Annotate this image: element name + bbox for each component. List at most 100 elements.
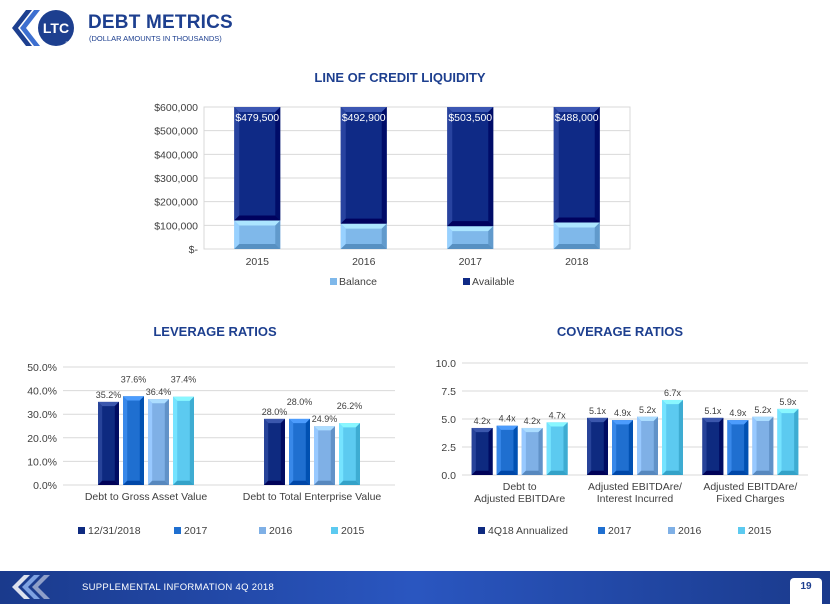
credit-bar-balance-bevel-top [234,220,281,226]
leverage-legend-label: 12/31/2018 [88,525,141,537]
leverage-y-tick-label: 30.0% [27,409,57,421]
leverage-bar-bevel-left [173,396,178,485]
leverage-y-tick-label: 10.0% [27,456,57,468]
credit-y-tick-label: $500,000 [154,126,198,138]
credit-x-tick-label: 2018 [565,256,589,268]
leverage-chart: 0.0% 10.0% 20.0% 30.0% 40.0% 50.0% 35.2% 37.6% 3… [27,362,395,537]
credit-bar-available-bevel-bottom [553,217,600,223]
credit-bar-available-bevel-left [447,107,453,227]
coverage-bar-bevel-left [702,417,707,475]
leverage-bar-bevel-left [339,423,344,485]
coverage-bar-bevel-right [769,416,774,475]
coverage-data-label: 4.9x [729,408,747,418]
coverage-bar-bevel-left [662,399,667,475]
leverage-data-label: 37.6% [121,374,147,384]
leverage-y-tick-label: 20.0% [27,433,57,445]
coverage-y-tick-label: 7.5 [441,386,456,398]
coverage-bar-bevel-bottom [777,470,799,475]
coverage-bar-bevel-top [702,417,724,423]
credit-data-label: $488,000 [555,112,599,124]
coverage-bar-bevel-left [777,408,782,475]
page-number: 19 [790,578,822,604]
coverage-bar-bevel-right [603,417,608,475]
coverage-bar [662,399,683,475]
leverage-bar [123,396,144,485]
coverage-y-tick-label: 5.0 [441,414,456,426]
credit-bar-available-bevel-left [234,107,240,221]
logo-text: LTC [43,20,69,36]
coverage-bar [521,427,543,475]
credit-bar-available-bevel-left [340,107,346,224]
coverage-data-label: 5.1x [589,406,607,416]
coverage-bar [546,422,568,475]
credit-bar-balance [447,226,494,249]
leverage-bar-fill [314,426,335,485]
leverage-bar-fill [148,399,169,485]
coverage-x-tick-label: Debt to [503,481,537,493]
logo-chevrons-icon [12,10,40,46]
leverage-bar-bevel-right [330,426,335,485]
coverage-bar-bevel-top [587,417,608,423]
leverage-bar-fill [123,396,144,485]
credit-y-tick-label: $400,000 [154,149,198,161]
leverage-bar-bevel-right [189,396,194,485]
credit-bar-available-bevel-bottom [447,221,494,227]
credit-bar-available-bevel-top [553,107,600,112]
leverage-y-tick-label: 40.0% [27,386,57,398]
coverage-bar-bevel-bottom [662,470,683,475]
leverage-bar [314,426,335,485]
coverage-bar-fill [546,422,568,475]
credit-bar-available-fill [553,107,600,223]
coverage-bar [752,416,774,475]
coverage-x-tick-label: Adjusted EBITDAre/ [588,481,682,493]
leverage-legend-swatch [78,527,85,534]
leverage-bar-bevel-bottom [123,480,144,485]
coverage-bar-fill [612,420,633,475]
leverage-data-label: 28.0% [287,397,313,407]
coverage-bar-bevel-right [719,417,724,475]
credit-bar-balance-bevel-bottom [340,244,387,249]
logo-badge [38,10,74,46]
coverage-x-tick-label: Interest Incurred [597,493,674,505]
coverage-bar-bevel-bottom [587,470,608,475]
coverage-bar [777,408,799,475]
coverage-bar-fill [471,427,493,475]
leverage-data-label: 28.0% [262,407,288,417]
coverage-y-tick-label: 0.0 [441,470,456,482]
leverage-bar-bevel-top [314,426,335,431]
coverage-bar-bevel-top [662,399,683,405]
credit-y-tick-label: $600,000 [154,102,198,114]
coverage-bar [727,420,749,475]
credit-bar-available [234,107,281,221]
credit-bar-balance-bevel-right [488,226,494,249]
credit-bar-balance-bevel-right [381,223,387,249]
credit-bar-balance-bevel-left [340,223,346,249]
coverage-bar [496,425,518,475]
leverage-bar-bevel-top [98,401,119,407]
credit-bar-available-bevel-top [234,107,281,112]
credit-bar-balance-bevel-right [275,220,281,249]
credit-bar-available-bevel-bottom [234,215,281,221]
leverage-bar-bevel-right [355,423,360,485]
coverage-data-label: 5.2x [639,405,657,415]
coverage-bar-bevel-top [496,425,518,430]
leverage-bar-bevel-bottom [339,480,360,485]
coverage-bar-bevel-top [752,416,774,421]
coverage-bar-bevel-bottom [702,470,724,475]
coverage-bar-bevel-top [546,422,568,427]
leverage-data-label: 36.4% [146,387,172,397]
leverage-legend-label: 2017 [184,525,208,537]
coverage-bar-bevel-right [794,408,799,475]
coverage-legend-label: 2016 [678,525,702,537]
leverage-x-tick-label: Debt to Gross Asset Value [85,491,208,503]
coverage-bar-bevel-right [653,416,658,475]
leverage-bar-fill [98,401,119,485]
coverage-bar [612,420,633,475]
coverage-bar [471,427,493,475]
credit-bar-available-bevel-right [381,107,387,224]
coverage-legend-label: 2015 [748,525,772,537]
credit-y-tick-label: $- [189,244,199,256]
credit-bar-available-bevel-top [447,107,494,112]
leverage-bar-bevel-bottom [98,480,119,485]
